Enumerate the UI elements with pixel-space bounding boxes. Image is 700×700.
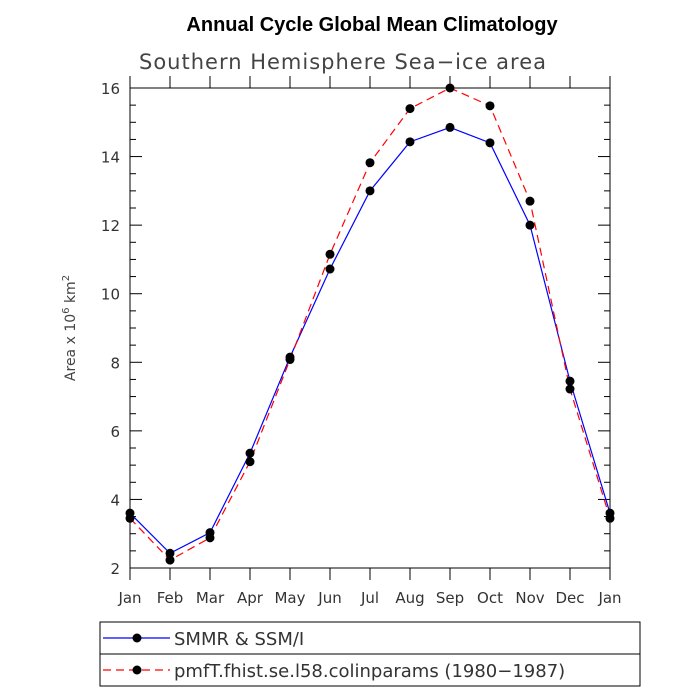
y-tick-label: 16 xyxy=(101,80,120,98)
x-tick-label: May xyxy=(274,589,305,607)
x-tick-label: Oct xyxy=(477,589,503,607)
data-point xyxy=(565,376,575,386)
x-tick-label: Nov xyxy=(515,589,544,607)
data-point xyxy=(445,83,455,93)
data-point xyxy=(165,548,175,558)
data-point xyxy=(405,104,415,114)
y-tick-label: 2 xyxy=(110,560,120,578)
x-tick-label: Dec xyxy=(555,589,584,607)
y-tick-label: 10 xyxy=(101,286,120,304)
data-point xyxy=(525,196,535,206)
data-point xyxy=(245,448,255,458)
data-point xyxy=(405,137,415,147)
x-tick-label: Jun xyxy=(317,589,341,607)
data-point xyxy=(605,513,615,523)
legend-entry-1: SMMR & SSM/I xyxy=(103,629,304,650)
x-tick-label: Sep xyxy=(436,589,464,607)
data-point xyxy=(445,122,455,132)
data-point xyxy=(165,555,175,565)
legend-entry-2: pmfT.fhist.se.l58.colinparams (1980−1987… xyxy=(103,661,565,682)
data-point xyxy=(365,186,375,196)
x-tick-label: Jan xyxy=(117,589,141,607)
data-point xyxy=(245,457,255,467)
data-point xyxy=(485,138,495,148)
data-point xyxy=(325,249,335,259)
legend-marker xyxy=(132,633,142,643)
data-point xyxy=(325,264,335,274)
x-tick-label: Jan xyxy=(597,589,621,607)
x-tick-label: Mar xyxy=(196,589,225,607)
data-point xyxy=(565,384,575,394)
y-axis: 2 4 6 8 10 12 14 16 xyxy=(101,80,610,578)
y-tick-label: 8 xyxy=(110,354,120,372)
legend-label: SMMR & SSM/I xyxy=(174,629,304,650)
x-tick-label: Jul xyxy=(360,589,379,607)
y-tick-label: 14 xyxy=(101,149,120,167)
legend-marker xyxy=(132,665,142,675)
y-tick-label: 12 xyxy=(101,217,120,235)
legend: SMMR & SSM/I pmfT.fhist.se.l58.colinpara… xyxy=(99,621,641,687)
data-point xyxy=(125,513,135,523)
data-point xyxy=(525,220,535,230)
y-tick-label: 4 xyxy=(110,491,120,509)
y-tick-label: 6 xyxy=(110,423,120,441)
data-point xyxy=(285,355,295,365)
chart-subtitle: Southern Hemisphere Sea−ice area xyxy=(139,50,547,74)
x-axis: Jan Feb Mar Apr May Jun Jul Aug Sep Oct Nov Dec Jan xyxy=(117,76,622,607)
x-tick-label: Apr xyxy=(237,589,264,607)
data-point xyxy=(485,101,495,111)
data-point xyxy=(365,158,375,168)
legend-label: pmfT.fhist.se.l58.colinparams (1980−1987… xyxy=(174,661,565,682)
chart-title: Annual Cycle Global Mean Climatology xyxy=(186,14,558,36)
y-axis-label: Area x 106 km2 xyxy=(61,275,79,381)
series-layer xyxy=(125,83,615,565)
data-point xyxy=(205,533,215,543)
x-tick-label: Aug xyxy=(395,589,424,607)
x-tick-label: Feb xyxy=(157,589,184,607)
